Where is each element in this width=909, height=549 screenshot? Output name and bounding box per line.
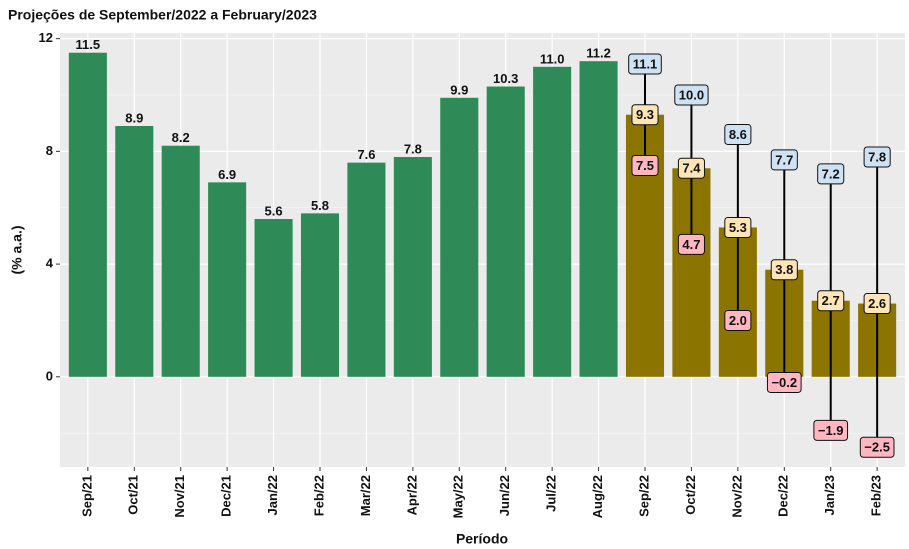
data-label: 5.8 — [311, 198, 329, 213]
x-tick-label: Jun/22 — [497, 475, 512, 516]
bar — [440, 97, 479, 377]
data-label: −0.2 — [771, 375, 797, 390]
data-label: 9.3 — [636, 107, 654, 122]
data-label: 2.6 — [868, 296, 886, 311]
label-box — [724, 123, 752, 145]
data-label: 11.0 — [540, 51, 565, 66]
data-label: −1.9 — [818, 423, 844, 438]
x-tick-label: Nov/22 — [729, 475, 744, 518]
x-tick-label: Aug/22 — [590, 475, 605, 518]
x-tick-label: Nov/21 — [172, 475, 187, 518]
x-tick-label: Jul/22 — [544, 475, 559, 512]
bar — [579, 61, 618, 377]
x-tick-label: Feb/22 — [311, 475, 326, 516]
data-label: 2.7 — [822, 293, 840, 308]
y-tick-label: 8 — [46, 143, 53, 158]
label-box — [631, 104, 659, 126]
y-tick-label: 4 — [46, 256, 54, 271]
label-box — [677, 157, 705, 179]
bar — [393, 157, 432, 377]
x-tick-label: Jan/23 — [822, 475, 837, 515]
x-tick-label: Dec/22 — [776, 475, 791, 517]
data-label: 7.8 — [868, 149, 886, 164]
data-label: 5.3 — [729, 220, 747, 235]
data-label: 10.3 — [493, 71, 518, 86]
label-box — [817, 163, 845, 185]
label-box — [770, 259, 798, 281]
data-label: 6.9 — [218, 167, 236, 182]
data-label: 7.7 — [775, 152, 793, 167]
bar — [115, 126, 154, 377]
label-box — [631, 154, 659, 176]
label-box — [770, 149, 798, 171]
data-label: 3.8 — [775, 262, 793, 277]
label-box — [766, 371, 802, 393]
data-label: 8.2 — [172, 130, 190, 145]
bar — [254, 219, 293, 377]
x-axis-title: Período — [456, 531, 508, 547]
bar — [300, 213, 340, 377]
label-box — [674, 84, 709, 106]
x-tick-label: Feb/23 — [869, 475, 884, 516]
data-label: 4.7 — [682, 237, 700, 252]
label-box — [863, 293, 891, 315]
data-label: 11.5 — [76, 37, 101, 52]
data-label: 9.9 — [450, 82, 468, 97]
data-label: 5.6 — [265, 203, 283, 218]
label-box — [628, 53, 662, 75]
bar — [347, 162, 386, 377]
label-box — [813, 419, 849, 441]
bar — [486, 86, 525, 377]
label-box — [817, 290, 845, 312]
panel — [60, 33, 905, 467]
x-tick-label: Dec/21 — [219, 475, 234, 517]
bar — [208, 182, 247, 377]
label-box — [724, 216, 752, 238]
data-label: 11.2 — [586, 46, 611, 61]
x-tick-label: May/22 — [451, 475, 466, 518]
data-label: 8.6 — [729, 127, 747, 142]
label-box — [863, 146, 891, 168]
data-label: −2.5 — [864, 440, 890, 455]
x-tick-label: Oct/22 — [683, 475, 698, 515]
x-tick-label: Oct/21 — [126, 475, 141, 515]
bar — [533, 66, 572, 377]
bar — [161, 145, 200, 377]
data-label: 8.9 — [125, 110, 143, 125]
label-box — [677, 233, 705, 255]
x-tick-label: Sep/22 — [636, 475, 651, 517]
label-box — [859, 436, 895, 458]
y-axis-title: (% a.a.) — [9, 225, 25, 274]
data-label: 7.8 — [404, 141, 422, 156]
x-tick-label: Jan/22 — [265, 475, 280, 515]
data-label: 7.2 — [822, 166, 840, 181]
x-tick-label: Mar/22 — [358, 475, 373, 516]
bar — [68, 52, 107, 377]
data-label: 7.4 — [682, 161, 701, 176]
chart-title: Projeções de September/2022 a February/2… — [8, 7, 317, 23]
x-tick-label: Sep/21 — [79, 475, 94, 517]
y-tick-label: 12 — [39, 30, 53, 45]
x-tick-label: Apr/22 — [404, 475, 419, 515]
data-label: 10.0 — [679, 87, 704, 102]
data-label: 2.0 — [729, 313, 747, 328]
data-label: 7.6 — [357, 147, 375, 162]
data-label: 11.1 — [633, 56, 658, 71]
label-box — [724, 309, 752, 331]
data-label: 7.5 — [636, 158, 654, 173]
y-tick-label: 0 — [46, 368, 53, 383]
